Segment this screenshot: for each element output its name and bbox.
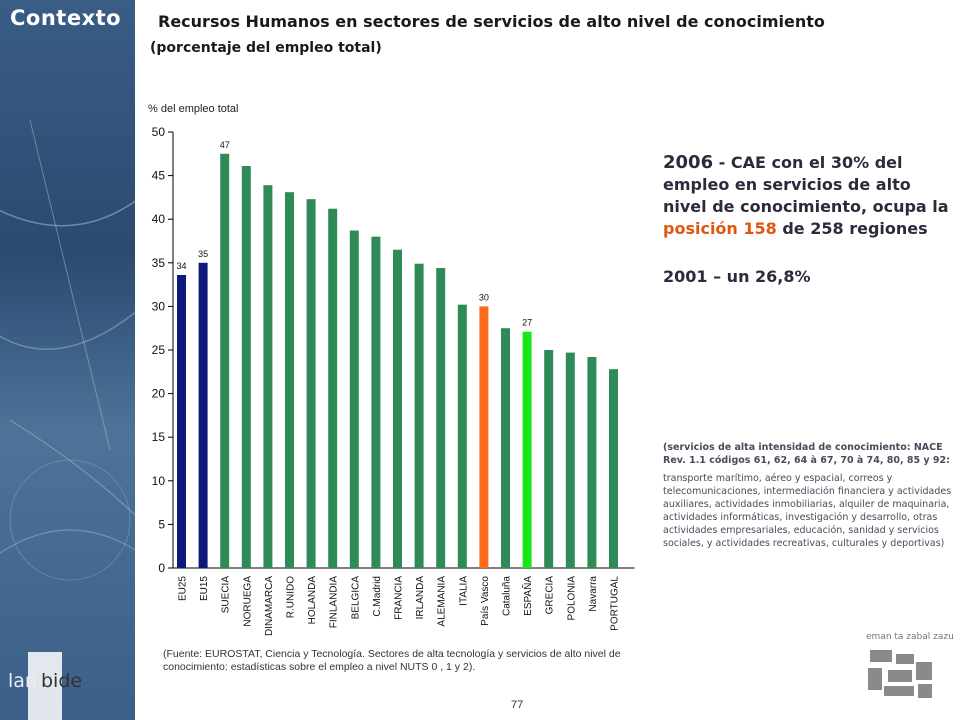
- x-tick-label: EU15: [199, 576, 210, 601]
- x-tick-label: EU25: [178, 576, 189, 601]
- x-tick-label: ITALIA: [458, 576, 469, 606]
- x-tick-label: FRANCIA: [394, 576, 405, 620]
- x-tick-label: Navarra: [588, 576, 599, 612]
- y-tick-label: 20: [152, 387, 166, 401]
- x-tick-label: C.Madrid: [372, 576, 383, 617]
- x-tick-label: BELGICA: [350, 576, 361, 620]
- bar: [587, 356, 597, 568]
- bar: [220, 153, 230, 569]
- x-tick-label: R.UNIDO: [286, 576, 297, 618]
- sidebar-panel: Contexto lan bide: [0, 0, 135, 720]
- bar: [306, 199, 316, 569]
- logo-text-lan: lan: [8, 670, 37, 692]
- lanbide-logo: lan bide: [0, 652, 135, 720]
- bar: [457, 304, 467, 568]
- y-tick-label: 45: [152, 169, 166, 183]
- logo-box: [28, 652, 62, 720]
- bar: [177, 275, 186, 568]
- source-note: (Fuente: EUROSTAT, Ciencia y Tecnología.…: [163, 648, 621, 673]
- bar: [501, 328, 510, 568]
- data-label: 30: [479, 292, 489, 302]
- x-tick-label: País Vasco: [480, 576, 491, 626]
- info-highlight: posición 158: [663, 219, 777, 238]
- bar: [544, 350, 554, 568]
- bar: [479, 306, 489, 568]
- x-tick-label: IRLANDA: [415, 576, 426, 620]
- bar: [263, 185, 273, 568]
- emblem-caption: eman ta zabal zazu: [866, 632, 954, 642]
- bar: [198, 262, 208, 568]
- info-2006: 2006 - CAE con el 30% del empleo en serv…: [663, 152, 953, 240]
- y-tick-label: 30: [152, 299, 166, 313]
- data-label: 27: [522, 318, 532, 328]
- info-text-end: de 258 regiones: [776, 219, 928, 238]
- page-subtitle: (porcentaje del empleo total): [150, 40, 382, 56]
- bar: [241, 166, 251, 568]
- x-tick-label: HOLANDA: [307, 576, 318, 625]
- logo-text-bide: bide: [41, 670, 83, 692]
- bar-chart: % del empleo total 0 5 10 15 20 25 30 35 40 45 50 34…: [148, 103, 635, 636]
- y-tick-label: 35: [152, 256, 166, 270]
- y-tick-label: 40: [152, 212, 166, 226]
- note-activities: transporte marítimo, aéreo y espacial, c…: [663, 473, 952, 549]
- x-tick-label: SUECIA: [221, 576, 232, 614]
- y-tick-label: 10: [152, 474, 166, 488]
- bar: [565, 352, 575, 568]
- x-tick-label: NORUEGA: [242, 576, 253, 627]
- bar: [436, 268, 446, 568]
- y-tick-label: 15: [152, 430, 166, 444]
- bar: [328, 208, 338, 568]
- y-axis-label: % del empleo total: [148, 103, 239, 115]
- page-number: 77: [511, 699, 524, 711]
- sidebar-decoration: [0, 119, 135, 581]
- x-tick-label: Cataluña: [502, 576, 513, 616]
- bar: [609, 369, 618, 568]
- bar: [371, 236, 381, 568]
- info-2001: 2001 – un 26,8%: [663, 267, 811, 286]
- x-tick-label: ALEMANIA: [437, 576, 448, 627]
- x-tick-label: POLONIA: [566, 576, 577, 621]
- section-label: Contexto: [10, 6, 122, 30]
- bar: [393, 249, 402, 568]
- bar: [414, 263, 424, 568]
- y-tick-label: 5: [158, 517, 165, 531]
- bar: [522, 331, 532, 568]
- bar: [285, 192, 294, 568]
- x-tick-label: PORTUGAL: [610, 576, 621, 631]
- data-label: 34: [176, 261, 186, 271]
- y-tick-label: 0: [158, 561, 165, 575]
- university-emblem-icon: [868, 650, 932, 698]
- y-tick-label: 25: [152, 343, 166, 357]
- info-text: - CAE con el 30% del empleo en servicios…: [663, 153, 949, 216]
- x-tick-label: FINLANDIA: [329, 576, 340, 629]
- bar: [349, 230, 359, 568]
- x-tick-label: DINAMARCA: [264, 576, 275, 636]
- data-label: 35: [198, 249, 208, 259]
- page-title: Recursos Humanos en sectores de servicio…: [158, 12, 825, 31]
- x-tick-label: ESPAÑA: [521, 576, 534, 616]
- info-year: 2006: [663, 152, 714, 173]
- y-tick-label: 50: [152, 125, 166, 139]
- data-label: 47: [220, 140, 230, 150]
- note-definition: (servicios de alta intensidad de conocim…: [663, 442, 950, 466]
- x-tick-label: GRECIA: [545, 576, 556, 615]
